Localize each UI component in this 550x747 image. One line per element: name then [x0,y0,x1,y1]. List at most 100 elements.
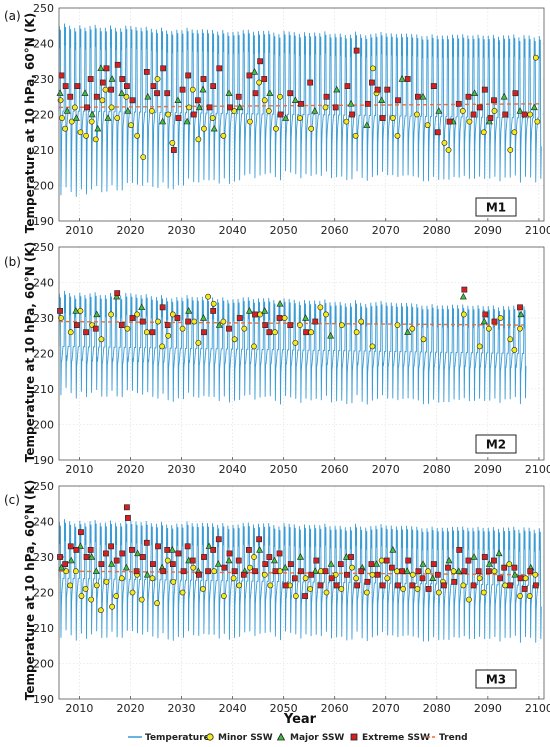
major-ssw-marker [134,549,142,557]
minor-ssw-marker [425,568,432,575]
x-tick-label: 2080 [423,702,451,715]
extreme-ssw-marker [103,550,109,557]
major-ssw-marker [378,96,386,103]
extreme-ssw-marker [512,90,519,97]
minor-ssw-marker [507,147,514,153]
extreme-ssw-marker [119,76,126,82]
major-ssw-marker [93,310,101,318]
y-tick-label: 220 [33,587,54,600]
major-ssw-marker [72,307,80,314]
x-tick-label: 2070 [372,463,400,476]
minor-ssw-marker [169,311,176,318]
extreme-ssw-marker [434,571,441,578]
major-ssw-marker [225,556,233,564]
minor-ssw-marker [502,582,509,589]
minor-ssw-marker [165,111,172,118]
extreme-ssw-marker [139,554,146,560]
minor-ssw-marker [189,86,196,93]
minor-ssw-marker [409,571,416,578]
major-ssw-marker [363,121,371,128]
extreme-ssw-marker [170,147,177,153]
major-ssw-marker [199,314,207,321]
minor-ssw-marker [445,147,452,153]
extreme-ssw-marker [527,568,534,575]
minor-ssw-marker [352,132,359,139]
ssw-markers-a [56,47,541,160]
extreme-ssw-marker [302,593,308,599]
minor-ssw-marker [68,118,75,125]
temperature-line-a [58,23,542,197]
extreme-ssw-marker [384,86,391,93]
extreme-ssw-marker [174,315,181,321]
extreme-ssw-marker [256,536,263,543]
major-ssw-marker [459,292,467,300]
minor-ssw-marker [83,132,89,139]
extreme-ssw-marker [226,550,233,557]
extreme-ssw-marker [67,93,74,100]
extreme-ssw-marker [481,86,488,93]
x-tick-label: 2100 [525,224,550,237]
x-tick-label: 2080 [423,463,451,476]
x-ticks-b: 2010 2020 2030 2040 2050 2060 2070 2080 2090 2100 [65,457,550,476]
minor-ssw-marker [220,318,227,325]
extreme-ssw-marker [491,97,497,104]
extreme-ssw-marker [287,561,294,567]
y-tick-label: 230 [33,312,54,325]
minor-ssw-marker [155,318,161,325]
extreme-ssw-marker [461,568,468,575]
major-ssw-marker [245,307,253,314]
extreme-ssw-marker [139,318,146,325]
x-ticks-c: 2010 2020 2030 2040 2050 2060 2070 2080 2090 2100 [65,696,550,715]
extreme-ssw-marker [282,582,289,589]
extreme-ssw-marker [124,504,130,511]
x-tick-label: 2100 [525,463,550,476]
major-ssw-marker [485,560,493,567]
major-ssw-marker [445,556,453,564]
minor-ssw-marker [58,315,64,321]
minor-ssw-marker [129,589,136,596]
major-ssw-marker [327,331,335,339]
extreme-ssw-marker [210,546,217,553]
minor-ssw-marker [277,93,283,100]
panel-b: (b) Temperature at 10 hPa, 60°N (K) 190 2… [4,241,550,476]
major-ssw-marker [530,103,538,111]
y-tick-label: 240 [33,38,54,51]
minor-ssw-marker [138,596,145,603]
y-tick-label: 210 [33,144,54,157]
minor-ssw-marker [424,122,431,129]
major-ssw-marker [185,307,193,314]
y-axis-label-b: Temperature at 10 hPa, 60°N (K) [23,242,37,462]
minor-ssw-marker [261,571,268,578]
model-label-b: M2 [486,438,506,452]
major-ssw-marker [195,103,203,111]
extreme-ssw-marker [205,568,211,575]
minor-ssw-marker [231,336,238,343]
y-tick-label: 210 [33,383,54,396]
minor-ssw-marker [128,122,134,129]
minor-ssw-marker [297,322,303,328]
extreme-ssw-marker [257,58,264,65]
y-tick-label: 250 [33,2,54,15]
minor-ssw-marker [485,325,492,332]
minor-ssw-marker [460,311,467,318]
x-tick-label: 2100 [525,702,550,715]
extreme-ssw-marker [388,564,395,571]
minor-ssw-marker [394,322,401,328]
extreme-ssw-marker [252,90,259,97]
major-ssw-marker [58,563,66,571]
minor-ssw-marker [522,575,529,582]
minor-ssw-marker [480,129,487,136]
major-ssw-marker [495,549,503,557]
minor-ssw-marker [82,586,89,592]
major-ssw-marker [302,314,310,321]
y-tick-label: 230 [33,73,54,86]
minor-ssw-marker [353,575,360,582]
extreme-ssw-marker [195,571,202,578]
major-ssw-marker [210,124,218,132]
extreme-ssw-marker [93,93,100,100]
extreme-ssw-marker [125,515,131,521]
extreme-ssw-marker [434,129,441,136]
major-ssw-marker [215,321,223,328]
major-ssw-marker [183,117,191,125]
